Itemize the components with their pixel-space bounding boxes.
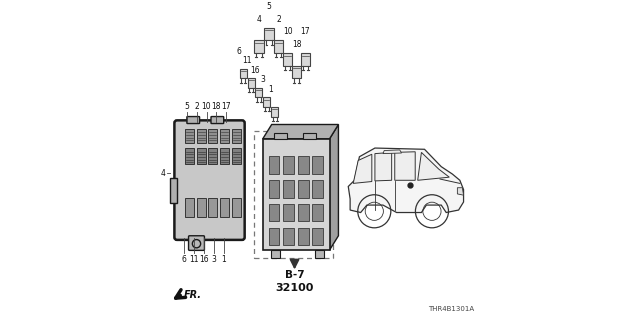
Bar <box>269 180 279 198</box>
FancyBboxPatch shape <box>189 236 204 250</box>
FancyBboxPatch shape <box>254 40 264 53</box>
Polygon shape <box>375 152 392 181</box>
Bar <box>209 148 218 164</box>
Bar <box>274 133 287 139</box>
Bar <box>312 180 323 198</box>
Text: 1: 1 <box>269 85 273 94</box>
Bar <box>220 129 229 143</box>
FancyBboxPatch shape <box>292 66 301 78</box>
Bar <box>283 156 294 174</box>
FancyBboxPatch shape <box>283 53 292 66</box>
Text: 10: 10 <box>202 102 211 111</box>
Text: 4: 4 <box>161 169 166 178</box>
Text: 6: 6 <box>237 46 242 55</box>
Polygon shape <box>383 150 401 154</box>
Bar <box>283 204 294 221</box>
FancyBboxPatch shape <box>175 120 244 240</box>
Bar <box>298 228 308 245</box>
Bar <box>271 250 280 258</box>
FancyBboxPatch shape <box>248 78 255 88</box>
Text: 2: 2 <box>195 102 199 111</box>
Text: 1: 1 <box>221 255 226 264</box>
Bar <box>232 148 241 164</box>
Bar <box>232 129 241 143</box>
Text: 18: 18 <box>212 102 221 111</box>
Text: 17: 17 <box>301 28 310 36</box>
Polygon shape <box>330 124 339 250</box>
Text: 4: 4 <box>257 15 261 24</box>
Polygon shape <box>395 152 415 180</box>
Bar <box>209 129 218 143</box>
Bar <box>269 228 279 245</box>
FancyBboxPatch shape <box>301 53 310 66</box>
Bar <box>220 148 229 164</box>
Bar <box>263 139 330 250</box>
Bar <box>298 180 308 198</box>
FancyBboxPatch shape <box>211 116 224 124</box>
Text: 11: 11 <box>243 56 252 65</box>
FancyBboxPatch shape <box>264 98 271 107</box>
Text: FR.: FR. <box>184 290 202 300</box>
FancyBboxPatch shape <box>264 28 274 40</box>
Bar <box>220 198 229 217</box>
Text: 18: 18 <box>292 40 301 49</box>
FancyBboxPatch shape <box>271 107 278 116</box>
Polygon shape <box>263 124 339 139</box>
Bar <box>254 131 333 258</box>
Bar <box>269 156 279 174</box>
Bar <box>185 198 194 217</box>
Polygon shape <box>348 148 463 212</box>
Bar <box>185 129 194 143</box>
Text: 2: 2 <box>276 15 281 24</box>
Bar <box>185 148 194 164</box>
Bar <box>209 198 218 217</box>
Text: 11: 11 <box>189 255 198 264</box>
Text: 10: 10 <box>283 28 292 36</box>
Text: 17: 17 <box>221 102 231 111</box>
Polygon shape <box>418 152 449 180</box>
Text: B-7: B-7 <box>285 270 305 281</box>
Bar <box>170 178 177 203</box>
FancyBboxPatch shape <box>187 116 200 124</box>
Bar <box>303 133 316 139</box>
Bar <box>196 129 205 143</box>
Bar <box>196 148 205 164</box>
Polygon shape <box>458 188 463 195</box>
Bar <box>316 250 324 258</box>
Text: THR4B1301A: THR4B1301A <box>428 306 474 312</box>
Text: 32100: 32100 <box>275 283 314 293</box>
Bar <box>269 204 279 221</box>
Bar <box>312 156 323 174</box>
Bar <box>312 228 323 245</box>
Polygon shape <box>353 154 372 183</box>
FancyBboxPatch shape <box>274 40 284 53</box>
FancyBboxPatch shape <box>255 88 262 98</box>
Bar <box>298 204 308 221</box>
FancyBboxPatch shape <box>239 69 246 78</box>
Bar <box>196 198 205 217</box>
Text: 16: 16 <box>199 255 209 264</box>
Bar <box>283 180 294 198</box>
Text: 6: 6 <box>182 255 187 264</box>
Bar <box>312 204 323 221</box>
Text: 5: 5 <box>267 2 271 11</box>
Text: 3: 3 <box>211 255 216 264</box>
Bar <box>298 156 308 174</box>
Text: 3: 3 <box>260 75 266 84</box>
Text: 16: 16 <box>250 66 260 75</box>
Bar <box>283 228 294 245</box>
Bar <box>232 198 241 217</box>
Text: 5: 5 <box>185 102 189 111</box>
